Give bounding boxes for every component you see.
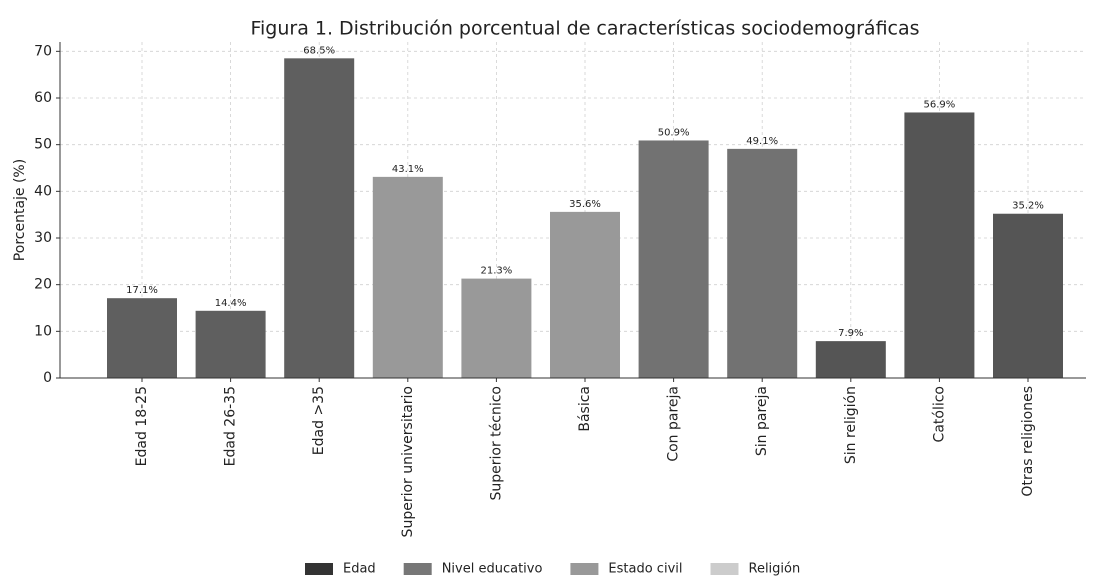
x-tick-label: Superior técnico (488, 386, 504, 501)
x-tick-label: Edad 18-25 (134, 386, 150, 466)
y-tick-label: 60 (34, 90, 52, 106)
y-tick-label: 50 (34, 137, 52, 153)
value-label: 35.6% (569, 199, 601, 210)
bar (550, 211, 620, 378)
bar (993, 213, 1063, 378)
bar (195, 310, 266, 378)
bar (727, 148, 798, 378)
legend-label: Religión (749, 562, 801, 576)
x-tick-label: Edad >35 (311, 386, 327, 455)
legend-swatch (710, 563, 739, 575)
value-label: 7.9% (838, 328, 863, 339)
value-label: 14.4% (215, 298, 247, 309)
value-label: 49.1% (746, 136, 778, 147)
x-tick-label: Edad 26-35 (223, 386, 239, 466)
legend-swatch (305, 563, 333, 575)
bar (815, 341, 886, 378)
x-tick-label: Sin religión (843, 386, 859, 464)
value-label: 56.9% (924, 99, 956, 110)
y-tick-label: 0 (43, 370, 52, 386)
value-label: 35.2% (1012, 201, 1044, 212)
value-label: 68.5% (303, 45, 335, 56)
bar (284, 58, 355, 378)
legend-swatch (403, 563, 432, 575)
x-tick-label: Sin pareja (754, 386, 770, 456)
legend-label: Estado civil (608, 562, 682, 576)
bar (372, 176, 443, 378)
bar (904, 112, 975, 378)
bar (107, 298, 177, 378)
bar (638, 140, 709, 378)
value-label: 21.3% (481, 266, 513, 277)
x-tick-label: Con pareja (666, 386, 682, 462)
bar (461, 278, 532, 378)
legend-swatch (570, 563, 599, 575)
y-tick-label: 10 (34, 323, 52, 339)
y-tick-label: 30 (34, 230, 52, 246)
value-label: 43.1% (392, 164, 424, 175)
legend-label: Edad (343, 562, 376, 576)
chart-title: Figura 1. Distribución porcentual de car… (250, 18, 919, 40)
y-tick-label: 70 (34, 43, 52, 59)
x-tick-label: Básica (577, 386, 593, 432)
y-tick-label: 40 (34, 183, 52, 199)
value-label: 17.1% (126, 285, 158, 296)
x-tick-label: Superior universitario (400, 386, 416, 537)
value-label: 50.9% (658, 127, 690, 138)
legend-label: Nivel educativo (442, 562, 543, 576)
y-tick-label: 20 (34, 277, 52, 293)
x-tick-label: Católico (931, 386, 947, 442)
x-tick-label: Otras religiones (1020, 386, 1036, 497)
y-axis-label: Porcentaje (%) (12, 159, 28, 261)
